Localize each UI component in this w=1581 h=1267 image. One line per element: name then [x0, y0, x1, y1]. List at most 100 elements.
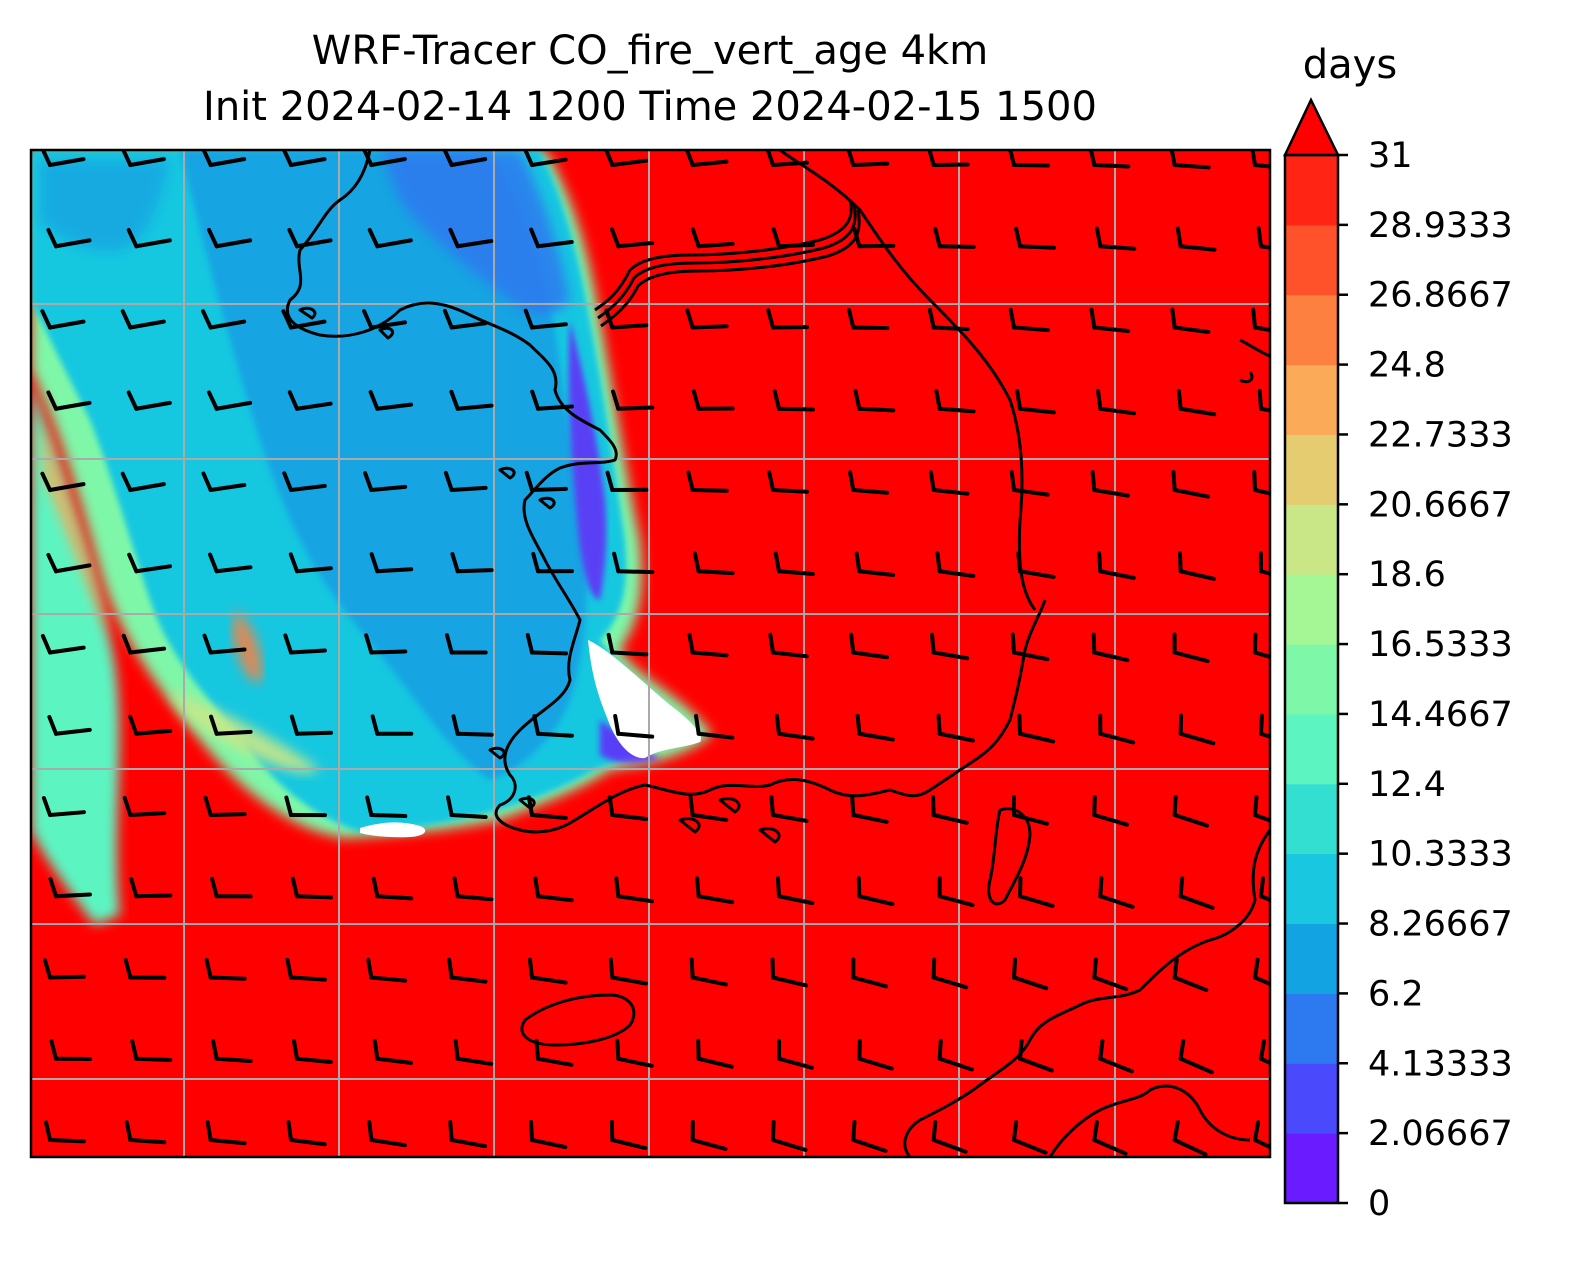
- colorbar-tick-label: 28.9333: [1368, 206, 1513, 246]
- wind-barb-icon: [1092, 957, 1129, 992]
- wind-barb-icon: [853, 389, 896, 413]
- wind-barb-icon: [611, 389, 655, 411]
- colorbar-tick-label: 20.6667: [1368, 485, 1513, 525]
- wind-barb-icon: [768, 632, 809, 659]
- colorbar-ticks: 0 2.06667 4.13333 6.2 8.26667 10.3333 12.4 14.4…: [1338, 136, 1513, 1224]
- colorbar-tick-label: 26.8667: [1368, 276, 1513, 316]
- wind-barb-icon: [692, 551, 735, 576]
- chart-title-line1: WRF-Tracer CO_fire_vert_age 4km: [311, 28, 989, 74]
- wind-barb-icon: [526, 795, 568, 820]
- wind-barb-icon: [766, 308, 809, 330]
- wind-barb-icon: [121, 150, 166, 167]
- wind-barb-icon: [281, 309, 327, 330]
- coastline-jeju: [520, 993, 636, 1047]
- wind-barb-icon: [770, 957, 809, 988]
- colorbar-segments: [1285, 155, 1338, 1204]
- wind-barb-icon: [1172, 632, 1210, 664]
- wind-barb-icon: [47, 715, 92, 736]
- wind-barb-icon: [1096, 388, 1137, 416]
- wind-barb-icon: [1256, 226, 1270, 250]
- wind-barb-icon: [128, 714, 173, 736]
- wind-barb-icon: [204, 957, 247, 981]
- coastlines: [285, 150, 1270, 1157]
- chart-title-line2: Init 2024-02-14 1200 Time 2024-02-15 150…: [203, 84, 1097, 130]
- wind-barb-icon: [283, 633, 327, 655]
- border-north: [594, 199, 861, 328]
- wind-barb-icon: [849, 632, 889, 660]
- wind-barb-icon: [1253, 1120, 1270, 1150]
- wind-barb-icon: [1090, 470, 1130, 498]
- wind-barb-icon: [367, 227, 413, 249]
- wind-barb-icon: [1253, 795, 1270, 823]
- wind-barb-icon: [609, 1120, 648, 1151]
- colorbar-segment: [1285, 644, 1338, 715]
- field-plume-blue-nw: [40, 160, 170, 251]
- wind-barb-icon: [614, 876, 654, 904]
- colorbar-tick-label: 0: [1368, 1184, 1390, 1224]
- colorbar-label: days: [1303, 42, 1397, 88]
- wind-barb-icon: [365, 795, 408, 819]
- wind-barb-icon: [452, 876, 494, 902]
- wind-barb-icon: [442, 308, 488, 330]
- wind-barb-icon: [129, 876, 173, 899]
- coastline-japan-tsushima: [987, 807, 1032, 906]
- wind-barb-icon: [127, 552, 172, 574]
- wind-barb-icon: [126, 227, 172, 249]
- colorbar-segment: [1285, 155, 1338, 226]
- wind-barb-icon: [442, 150, 488, 167]
- colorbar-tick-label: 18.6: [1368, 555, 1446, 595]
- wind-barb-icon: [532, 714, 574, 738]
- wind-barb-icon: [612, 551, 655, 575]
- wind-barb-icon: [203, 795, 247, 817]
- wind-barb-icon: [1016, 551, 1056, 579]
- wind-barb-icon: [1259, 876, 1270, 902]
- wind-barb-icon: [1172, 795, 1209, 828]
- colorbar-tick-label: 2.06667: [1368, 1114, 1513, 1154]
- wind-barb-icon: [530, 389, 574, 411]
- wind-barb-icon: [120, 309, 166, 330]
- colorbar-tick-label: 22.7333: [1368, 415, 1513, 455]
- field-west-band: [31, 380, 120, 925]
- field-west-band-orange: [40, 420, 110, 640]
- wind-barb-icon: [533, 876, 574, 903]
- colorbar-extend-triangle: [1283, 97, 1341, 157]
- colorbar-tick-label: 24.8: [1368, 346, 1446, 386]
- colorbar-segment: [1285, 434, 1338, 505]
- wind-barb-icon: [691, 389, 735, 411]
- wind-barb-icon: [1257, 388, 1270, 413]
- wind-barb-icon: [774, 713, 815, 741]
- wind-barb-icon: [40, 150, 86, 167]
- wind-barb-icon: [1092, 795, 1129, 827]
- wind-barb-icon: [688, 795, 729, 822]
- wind-barb-icon: [1259, 1039, 1270, 1066]
- wind-barb-icon: [40, 309, 86, 330]
- wind-barb-icon: [291, 1039, 333, 1064]
- colorbar-tick-label: 12.4: [1368, 765, 1446, 805]
- wind-barb-icon: [523, 308, 568, 330]
- wind-barb-icon: [847, 308, 890, 331]
- wind-barb-icon: [1177, 551, 1216, 581]
- wind-barb-icon: [121, 633, 167, 655]
- wind-barb-icon: [1252, 470, 1270, 496]
- wind-barb-icon: [936, 713, 975, 743]
- wind-barb-icon: [201, 309, 247, 330]
- wind-barb-icon: [444, 633, 488, 655]
- wind-barb-icon: [523, 150, 568, 167]
- wind-barb-icon: [857, 1038, 894, 1071]
- wind-barb-icon: [771, 1120, 808, 1152]
- wind-barb-icon: [690, 1120, 728, 1151]
- colorbar-segment: [1285, 224, 1338, 296]
- wind-barb-icon: [1097, 551, 1136, 580]
- wind-barb-icon: [1172, 1120, 1208, 1157]
- wind-barb-icon: [364, 633, 408, 655]
- wind-barb-icon: [529, 1120, 568, 1150]
- wind-barb-icon: [362, 150, 407, 167]
- field-plume-blue-core: [180, 150, 587, 780]
- wind-barb-icon: [285, 957, 327, 982]
- wind-barb-icon: [1258, 551, 1270, 576]
- wind-barb-icon: [1170, 307, 1211, 335]
- wind-barb-icon: [531, 551, 574, 574]
- wind-barb-icon: [42, 958, 86, 980]
- gridlines: [31, 150, 1270, 1157]
